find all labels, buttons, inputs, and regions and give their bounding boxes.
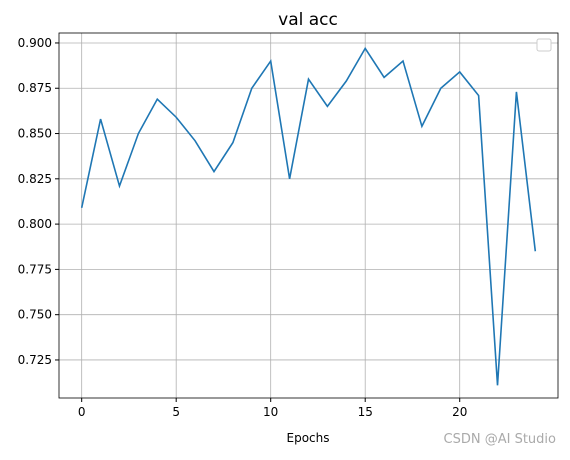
y-tick-label: 0.850	[18, 127, 52, 141]
y-tick-label: 0.900	[18, 36, 52, 50]
line-series	[80, 46, 537, 386]
y-tick-label: 0.875	[18, 81, 52, 95]
x-tick-label: 10	[263, 405, 278, 419]
x-tick-label: 20	[452, 405, 467, 419]
y-tick-label: 0.775	[18, 262, 52, 276]
watermark: CSDN @AI Studio	[444, 432, 557, 447]
x-tick-label: 15	[358, 405, 373, 419]
axes-frame	[58, 32, 559, 399]
x-axis-label: Epochs	[287, 431, 330, 445]
plot-area: 0.725 0.750 0.775 0.800 0.825 0.850 0.875 0.900…	[18, 33, 558, 419]
x-tick-label: 0	[78, 405, 86, 419]
chart-title: val acc	[278, 10, 338, 30]
legend-box	[536, 38, 552, 52]
y-tick-label: 0.750	[18, 308, 52, 322]
y-tick-label: 0.825	[18, 172, 52, 186]
y-tick-label: 0.800	[18, 217, 52, 231]
y-tick-label: 0.725	[18, 353, 52, 367]
x-tick-label: 5	[172, 405, 180, 419]
